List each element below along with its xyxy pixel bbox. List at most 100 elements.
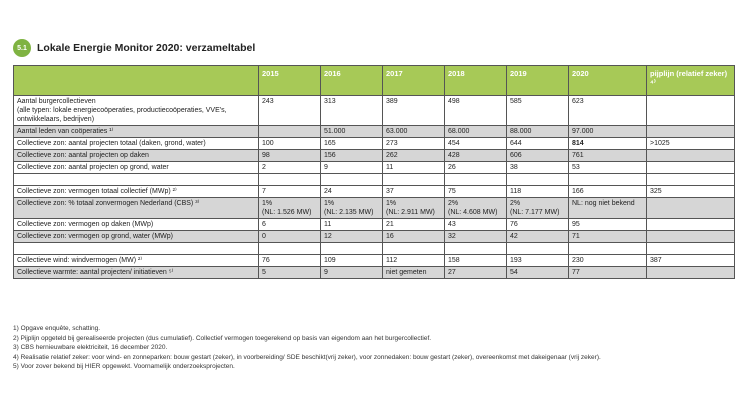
table-cell: 32 [444,230,507,243]
table-cell: 11 [382,161,445,174]
table-cell: 644 [506,137,569,150]
table-cell: 63.000 [382,125,445,138]
table-cell [568,173,647,186]
table-row: Collectieve zon: aantal projecten op dak… [13,149,735,162]
column-header: pijplijn (relatief zeker) ⁴⁾ [646,65,735,96]
table-cell: 24 [320,185,383,198]
column-header: 2019 [506,65,569,96]
table-cell [646,266,735,279]
footnote: 3) CBS hernieuwbare elektriciteit, 16 de… [13,344,168,352]
table-cell: 262 [382,149,445,162]
column-header: 2016 [320,65,383,96]
row-label: Collectieve zon: vermogen op grond, wate… [13,230,259,243]
row-label: Aantal burgercollectieven (alle typen: lo… [13,95,259,126]
footnote: 4) Realisatie relatief zeker: voor wind-… [13,353,601,361]
table-cell: 428 [444,149,507,162]
table-cell [444,173,507,186]
table-cell: 43 [444,218,507,231]
table-cell: 6 [258,218,321,231]
table-cell: 165 [320,137,383,150]
table-cell: 1% (NL: 1.526 MW) [258,197,321,219]
table-row: Collectieve zon: vermogen totaal collect… [13,185,735,198]
row-label: Collectieve zon: vermogen totaal collect… [13,185,259,198]
table-cell: 156 [320,149,383,162]
table-row [13,242,735,255]
table-row [13,173,735,186]
table-cell: 761 [568,149,647,162]
summary-table: 2015 2016 2017 2018 2019 2020 pijplijn (relati… [13,65,735,279]
table-cell [568,242,647,255]
row-label [13,242,259,255]
table-cell: 12 [320,230,383,243]
table-row: Aantal leden van coöperaties ¹⁾ 51.000 63.… [13,125,735,138]
column-header: 2015 [258,65,321,96]
table-cell: 243 [258,95,321,126]
table-cell: 42 [506,230,569,243]
table-cell [382,173,445,186]
table-cell: 75 [444,185,507,198]
row-label: Collectieve zon: % totaal zonvermogen Ne… [13,197,259,219]
section-heading: 5.1 Lokale Energie Monitor 2020: verzame… [13,39,255,57]
table-cell: 2% (NL: 7.177 MW) [506,197,569,219]
footnotes: 1) Opgave enquête, schatting. 2) Pijplijn… [13,324,734,372]
table-cell [646,173,735,186]
table-cell: 97.000 [568,125,647,138]
table-row: Collectieve zon: aantal projecten op gro… [13,161,735,174]
row-label: Collectieve wind: windvermogen (MW) ²⁾ [13,254,259,267]
table-header-row: 2015 2016 2017 2018 2019 2020 pijplijn (relati… [13,65,735,96]
table-cell [646,125,735,138]
table-cell: 98 [258,149,321,162]
table-row: Collectieve wind: windvermogen (MW) ²⁾ 76… [13,254,735,267]
table-cell: 100 [258,137,321,150]
section-badge: 5.1 [13,39,31,57]
table-cell: 0 [258,230,321,243]
table-cell: 2 [258,161,321,174]
table-cell: 112 [382,254,445,267]
table-cell: 88.000 [506,125,569,138]
table-cell: 193 [506,254,569,267]
table-cell: 166 [568,185,647,198]
table-cell [646,230,735,243]
table-cell: 9 [320,161,383,174]
table-cell [646,161,735,174]
row-label: Aantal leden van coöperaties ¹⁾ [13,125,259,138]
row-label: Collectieve zon: aantal projecten totaal… [13,137,259,150]
table-cell: 95 [568,218,647,231]
table-cell: 454 [444,137,507,150]
table-cell: 814 [568,137,647,150]
table-cell: 53 [568,161,647,174]
column-header: 2018 [444,65,507,96]
table-cell: niet gemeten [382,266,445,279]
table-cell [444,242,507,255]
table-cell [646,242,735,255]
table-cell: 1% (NL: 2.911 MW) [382,197,445,219]
footnote: 2) Pijplijn opgeteld bij gerealiseerde p… [13,334,432,342]
table-cell: 109 [320,254,383,267]
table-cell: 273 [382,137,445,150]
table-cell: 2% (NL: 4.608 MW) [444,197,507,219]
table-cell: 76 [506,218,569,231]
table-cell: 54 [506,266,569,279]
table-cell [258,173,321,186]
column-header: 2017 [382,65,445,96]
table-cell [382,242,445,255]
table-cell: 498 [444,95,507,126]
row-label: Collectieve zon: vermogen op daken (MWp) [13,218,259,231]
table-cell: 158 [444,254,507,267]
row-label: Collectieve zon: aantal projecten op gro… [13,161,259,174]
table-cell: 21 [382,218,445,231]
table-cell: 38 [506,161,569,174]
table-cell: 9 [320,266,383,279]
column-header-label [13,65,259,96]
table-cell: 77 [568,266,647,279]
table-cell: 7 [258,185,321,198]
table-cell: 27 [444,266,507,279]
table-cell: 387 [646,254,735,267]
table-row: Collectieve warmte: aantal projecten/ in… [13,266,735,279]
page-title: Lokale Energie Monitor 2020: verzameltab… [37,42,256,54]
table-cell: 16 [382,230,445,243]
table-row: Collectieve zon: aantal projecten totaal… [13,137,735,150]
row-label: Collectieve zon: aantal projecten op dak… [13,149,259,162]
table-cell: 71 [568,230,647,243]
table-cell: 623 [568,95,647,126]
